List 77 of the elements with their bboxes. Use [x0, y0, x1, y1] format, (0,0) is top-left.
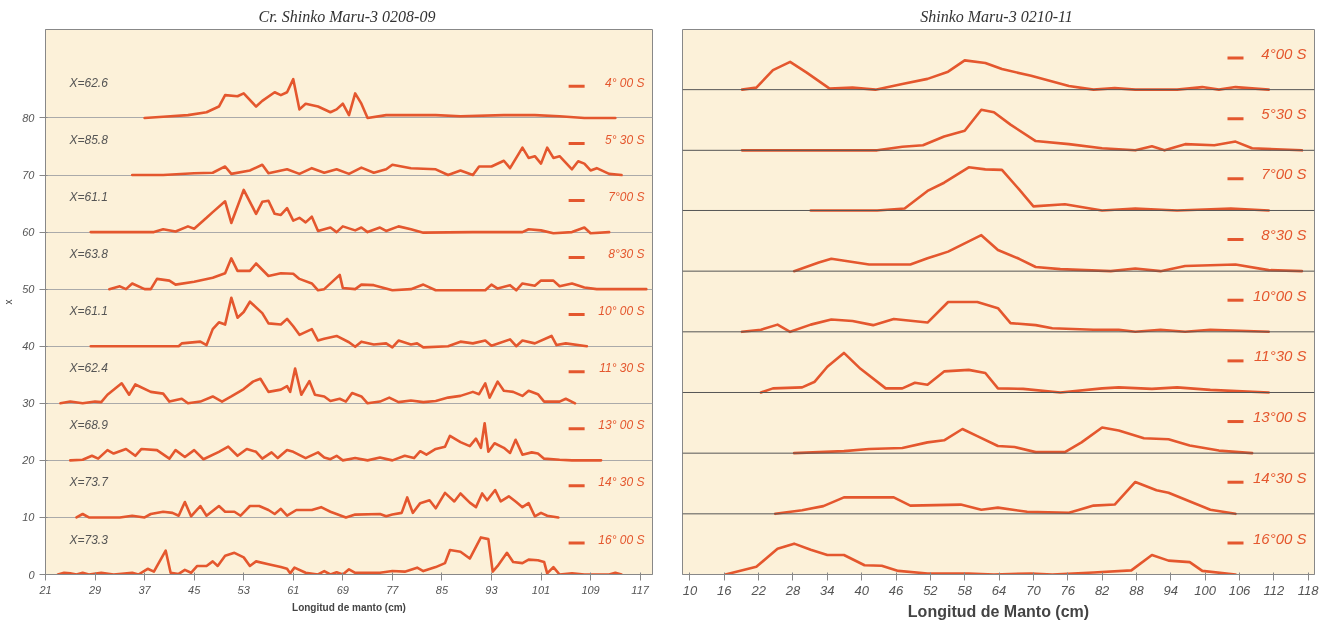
- annotation: X=63.8: [68, 247, 109, 262]
- y-tick-label: 10: [22, 511, 36, 524]
- x-tick-label: 77: [386, 583, 400, 596]
- x-tick-label: 52: [923, 582, 939, 598]
- x-tick-label: 29: [87, 583, 102, 596]
- x-tick-label: 16: [717, 582, 733, 598]
- y-tick-label: 50: [22, 283, 36, 296]
- legend-label: 5°30 S: [1261, 105, 1307, 123]
- y-axis-title: x: [3, 299, 15, 305]
- x-tick-label: 10: [682, 582, 698, 598]
- x-tick-label: 94: [1163, 582, 1179, 598]
- y-tick-label: 0: [28, 568, 36, 581]
- x-axis-title: Longitud de manto (cm): [292, 601, 406, 613]
- chart-title: Cr. Shinko Maru-3 0208-09: [258, 7, 436, 25]
- legend-label: 10°00 S: [1252, 286, 1307, 304]
- y-tick-label: 60: [22, 226, 36, 239]
- x-tick-label: 22: [750, 582, 767, 598]
- y-tick-label: 20: [21, 454, 36, 467]
- legend-label: 14° 30 S: [598, 475, 645, 490]
- x-tick-label: 45: [188, 583, 202, 596]
- line-series: [108, 257, 648, 292]
- legend-label: 10° 00 S: [598, 304, 645, 319]
- legend-label: 11° 30 S: [599, 361, 645, 376]
- x-axis-title: Longitud de Manto (cm): [907, 602, 1090, 620]
- legend-label: 8°30 S: [1261, 226, 1307, 244]
- x-tick-label: 70: [1026, 582, 1042, 598]
- x-tick-label: 40: [854, 582, 870, 598]
- legend-label: 14°30 S: [1252, 468, 1307, 486]
- legend-label: 13°00 S: [1252, 408, 1307, 426]
- legend-label: 16°00 S: [1252, 529, 1307, 547]
- y-tick-label: 80: [22, 111, 36, 124]
- annotation: X=62.6: [68, 75, 109, 90]
- legend-label: 11°30 S: [1254, 347, 1307, 365]
- annotation: X=73.7: [68, 475, 110, 490]
- legend-label: 13° 00 S: [598, 418, 645, 433]
- x-tick-label: 61: [287, 583, 300, 596]
- x-tick-label: 21: [38, 583, 52, 596]
- x-tick-label: 28: [784, 582, 801, 598]
- legend-label: 4°00 S: [1261, 44, 1307, 62]
- legend-label: 16° 00 S: [598, 532, 645, 547]
- x-tick-label: 69: [336, 583, 349, 596]
- x-tick-label: 85: [435, 583, 449, 596]
- x-tick-label: 88: [1129, 582, 1145, 598]
- x-tick-label: 118: [1297, 582, 1320, 598]
- legend-label: 7°00 S: [1261, 165, 1307, 183]
- legend-label: 4° 00 S: [605, 75, 645, 90]
- y-tick-label: 30: [22, 397, 36, 410]
- legend-label: 5° 30 S: [605, 133, 645, 148]
- annotation: X=62.4: [68, 361, 109, 376]
- legend-label: 8°30 S: [608, 247, 645, 262]
- annotation: X=85.8: [68, 133, 109, 148]
- x-tick-label: 82: [1094, 582, 1111, 598]
- x-tick-label: 64: [991, 582, 1007, 598]
- x-tick-label: 109: [581, 583, 600, 596]
- x-tick-label: 117: [631, 583, 650, 596]
- annotation: X=73.3: [68, 532, 109, 547]
- x-tick-label: 37: [138, 583, 152, 596]
- chart-title: Shinko Maru-3 0210-11: [920, 7, 1073, 25]
- x-tick-label: 46: [888, 582, 905, 598]
- legend-label: 7°00 S: [608, 190, 645, 205]
- x-tick-label: 112: [1263, 582, 1285, 598]
- y-tick-label: 40: [22, 340, 36, 353]
- x-tick-label: 34: [820, 582, 835, 598]
- x-tick-label: 93: [485, 583, 499, 596]
- x-tick-label: 53: [237, 583, 251, 596]
- line-series: [75, 488, 560, 519]
- x-tick-label: 101: [531, 583, 551, 596]
- x-tick-label: 76: [1060, 582, 1076, 598]
- line-series: [143, 77, 617, 120]
- annotation: X=61.1: [68, 304, 108, 319]
- line-series: [130, 146, 623, 177]
- y-tick-label: 70: [22, 169, 36, 182]
- annotation: X=68.9: [68, 418, 109, 433]
- x-tick-label: 100: [1194, 582, 1217, 598]
- x-tick-label: 58: [957, 582, 973, 598]
- x-tick-label: 106: [1228, 582, 1252, 598]
- annotation: X=61.1: [68, 190, 108, 205]
